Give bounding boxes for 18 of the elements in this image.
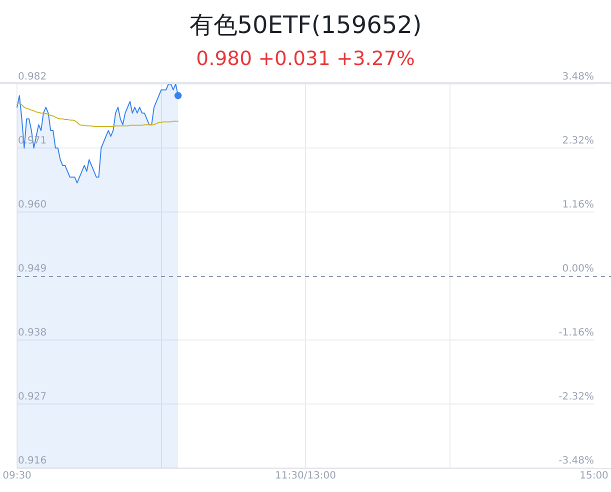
- y2-tick-label: 3.48%: [562, 72, 594, 83]
- x-tick-label: 15:00: [580, 470, 608, 482]
- y-tick-label: 0.960: [18, 200, 47, 211]
- chart-title: 有色50ETF(159652): [189, 11, 422, 40]
- y2-tick-label: -2.32%: [558, 392, 594, 403]
- y-tick-label: 0.916: [18, 456, 47, 467]
- y2-tick-label: -3.48%: [558, 456, 594, 467]
- y-tick-label: 0.927: [18, 392, 47, 403]
- x-tick-label: 11:30/13:00: [274, 470, 336, 482]
- y-tick-label: 0.949: [18, 264, 47, 275]
- y2-tick-label: -1.16%: [558, 328, 594, 339]
- y-tick-label: 0.938: [18, 328, 47, 339]
- x-tick-label: 09:30: [2, 470, 32, 482]
- y-tick-label: 0.982: [18, 72, 47, 83]
- y2-tick-label: 0.00%: [562, 264, 594, 275]
- chart-subtitle: 0.980 +0.031 +3.27%: [196, 47, 415, 70]
- y2-tick-label: 1.16%: [562, 200, 594, 211]
- y2-tick-label: 2.32%: [562, 136, 594, 147]
